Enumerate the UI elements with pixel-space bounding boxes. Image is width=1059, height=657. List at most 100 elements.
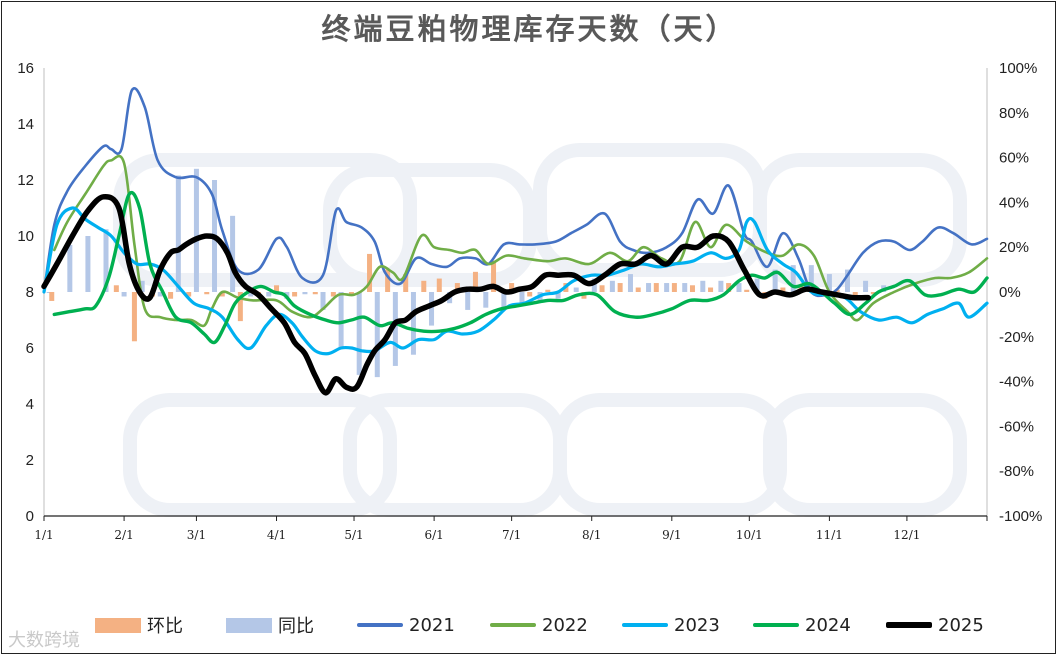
bar-tongbi	[754, 278, 760, 292]
legend-label-2023: 2023	[674, 614, 720, 636]
x-tick-label: 1/1	[34, 528, 53, 542]
legend-swatch-2021	[357, 623, 403, 627]
line-layer	[41, 87, 989, 396]
bar-huanbi	[527, 292, 533, 297]
bar-tongbi	[374, 292, 380, 378]
legend-label-tongbi: 同比	[278, 616, 314, 637]
bar-huanbi	[744, 289, 750, 292]
y-right-tick-label: 100%	[999, 60, 1037, 77]
bar-tongbi	[700, 280, 706, 292]
watermark-shape	[323, 163, 537, 287]
bar-huanbi	[689, 285, 695, 292]
y-left-tick-label: 0	[26, 508, 34, 525]
x-tick-label: 7/1	[502, 528, 521, 542]
bar-tongbi	[85, 236, 91, 292]
x-tick-label: 6/1	[424, 528, 443, 542]
y-left-tick-label: 14	[17, 116, 34, 133]
bar-tongbi	[519, 292, 525, 304]
y-right-tick-label: 40%	[999, 194, 1029, 211]
x-tick-label: 12/1	[893, 528, 920, 542]
watermark-shape	[753, 153, 967, 287]
bar-tongbi	[429, 292, 435, 326]
y-left-tick-label: 6	[26, 340, 34, 357]
legend-item-2022: 2022	[490, 608, 588, 642]
legend: 环比 同比 2021 2022 2023 2024 2025	[0, 608, 1059, 642]
bar-huanbi	[726, 283, 732, 292]
x-tick-label: 5/1	[344, 528, 363, 542]
bar-tongbi	[609, 280, 615, 292]
bar-huanbi	[367, 253, 373, 292]
bar-tongbi	[320, 292, 326, 310]
bar-tongbi	[121, 292, 127, 297]
bar-tongbi	[46, 292, 52, 293]
bar-huanbi	[421, 280, 427, 292]
legend-item-huanbi: 环比	[95, 608, 183, 642]
bar-huanbi	[708, 287, 714, 292]
bar-tongbi	[646, 283, 652, 292]
y-right-tick-label: -20%	[999, 329, 1034, 346]
x-tick-label: 9/1	[662, 528, 681, 542]
y-right-tick-label: -100%	[999, 508, 1042, 525]
bar-huanbi	[454, 283, 460, 292]
bar-huanbi	[274, 285, 280, 292]
bar-tongbi	[465, 292, 471, 310]
x-tick-label: 8/1	[582, 528, 601, 542]
bar-tongbi	[501, 292, 507, 308]
bar-tongbi	[338, 292, 344, 348]
bar-tongbi	[718, 280, 724, 292]
legend-swatch-2024	[753, 623, 799, 627]
bar-tongbi	[483, 292, 489, 308]
bar-tongbi	[863, 280, 869, 292]
bar-huanbi	[168, 292, 174, 299]
legend-swatch-tongbi	[226, 617, 272, 633]
legend-label-huanbi: 环比	[147, 616, 183, 637]
bar-huanbi	[635, 287, 641, 292]
legend-item-2021: 2021	[357, 608, 455, 642]
x-tick-label: 4/1	[267, 528, 286, 542]
legend-item-2025: 2025	[886, 608, 984, 642]
bar-huanbi	[491, 260, 497, 292]
bar-huanbi	[599, 285, 605, 292]
bar-huanbi	[131, 292, 137, 342]
bar-tongbi	[682, 283, 688, 292]
y-right-tick-label: -60%	[999, 418, 1034, 435]
bar-tongbi	[103, 229, 109, 292]
bar-tongbi	[302, 292, 308, 295]
bar-huanbi	[472, 271, 478, 292]
legend-label-2021: 2021	[409, 614, 455, 636]
x-tick-label: 3/1	[187, 528, 206, 542]
bar-huanbi	[219, 292, 225, 297]
bar-tongbi	[230, 215, 236, 292]
bar-huanbi	[237, 292, 243, 322]
y-left-tick-label: 10	[17, 228, 34, 245]
y-left-tick-label: 2	[26, 452, 34, 469]
y-left-tick-label: 12	[17, 172, 34, 189]
bar-tongbi	[790, 265, 796, 292]
bar-tongbi	[193, 168, 199, 292]
legend-item-2024: 2024	[753, 608, 851, 642]
bar-tongbi	[555, 292, 561, 299]
bar-huanbi	[870, 292, 876, 295]
y-right-tick-label: 0%	[999, 284, 1021, 301]
legend-swatch-huanbi	[95, 617, 141, 633]
chart-title: 终端豆粕物理库存天数（天）	[321, 12, 738, 46]
bar-huanbi	[436, 278, 442, 292]
bar-tongbi	[67, 244, 73, 292]
x-tick-label: 2/1	[114, 528, 133, 542]
bar-huanbi	[186, 292, 192, 297]
watermark-shape	[763, 393, 967, 517]
bar-tongbi	[772, 269, 778, 292]
bar-tongbi	[844, 269, 850, 292]
bar-tongbi	[139, 280, 145, 292]
bar-huanbi	[348, 292, 354, 295]
watermark-text: 大数跨境	[8, 630, 80, 651]
legend-item-tongbi: 同比	[226, 608, 314, 642]
bar-tongbi	[627, 274, 633, 292]
y-left-tick-label: 4	[26, 396, 34, 413]
watermark-layer	[113, 143, 967, 517]
bar-tongbi	[573, 287, 579, 292]
series-line-2023	[42, 206, 989, 356]
bar-huanbi	[617, 283, 623, 292]
series-line-2025	[41, 193, 871, 396]
